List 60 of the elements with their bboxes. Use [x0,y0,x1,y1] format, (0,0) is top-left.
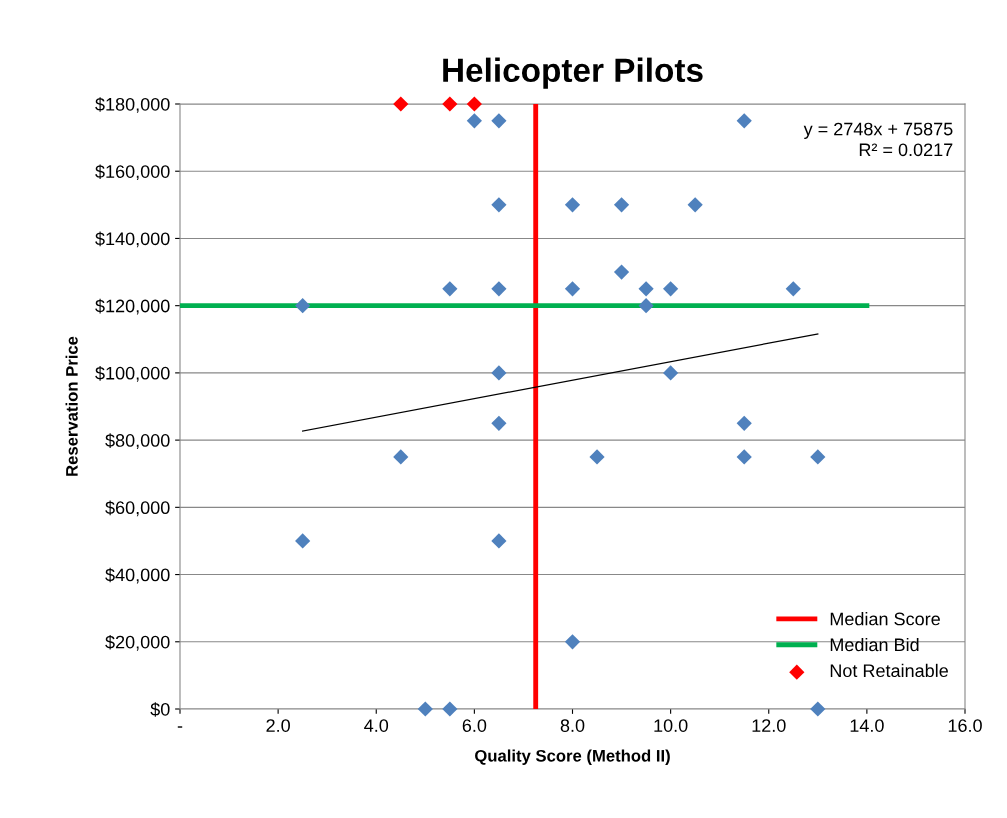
y-tick-label: $60,000 [105,500,170,517]
point [564,634,581,650]
x-tick-label: 12.0 [752,719,786,732]
point [442,701,458,717]
point [613,264,630,280]
y-tick-label: $180,000 [95,97,170,113]
point [295,298,311,314]
legend-label: Median Score [830,612,940,626]
x-axis-title: Quality Score (Method II) [475,749,670,765]
point [589,449,605,465]
y-tick-label: $40,000 [105,567,170,584]
point [491,197,507,213]
x-tick-label: 10.0 [654,719,688,732]
x-tick-label: 16.0 [948,719,982,732]
x-tick-label: 8.0 [560,719,585,732]
point [442,281,458,297]
point [393,96,409,112]
y-tick-label: $120,000 [95,298,170,315]
point [491,533,507,549]
x-tick-label: 4.0 [364,719,389,732]
y-tick-label: $140,000 [95,231,170,248]
legend-label: Median Bid [830,637,919,652]
point [466,113,482,129]
point [491,415,507,431]
annotation: R² = 0.0217 [859,143,953,157]
y-tick-label: $160,000 [95,164,170,181]
point [466,96,482,112]
point [613,197,630,213]
point [785,281,801,297]
x-tick-label: 6.0 [462,719,487,732]
x-tick-label: - [177,726,183,728]
point [491,113,507,129]
point [564,197,581,213]
point [736,449,752,465]
chart-title: Helicopter Pilots [443,57,703,89]
point [736,113,752,129]
point [638,298,654,314]
point [491,365,507,381]
y-tick-label: $100,000 [95,366,170,382]
y-tick-label: $80,000 [105,433,170,449]
x-tick-label: 14.0 [850,719,884,732]
point [564,281,581,297]
x-tick-label: 2.0 [266,719,290,732]
point [687,197,703,213]
point [442,96,458,112]
point [810,701,826,717]
y-axis-title: Reservation Price [65,336,78,476]
point [491,281,507,297]
point [417,701,433,717]
y-tick-label: $0 [150,702,170,717]
y-tick-label: $20,000 [105,634,170,651]
point [295,533,311,549]
point [393,449,409,465]
legend-label: Not Retainable [830,663,948,678]
point [638,281,654,297]
point [810,449,826,465]
point [663,365,679,381]
point [736,415,752,431]
annotation: y = 2748x + 75875 [803,122,953,139]
point [663,281,679,297]
